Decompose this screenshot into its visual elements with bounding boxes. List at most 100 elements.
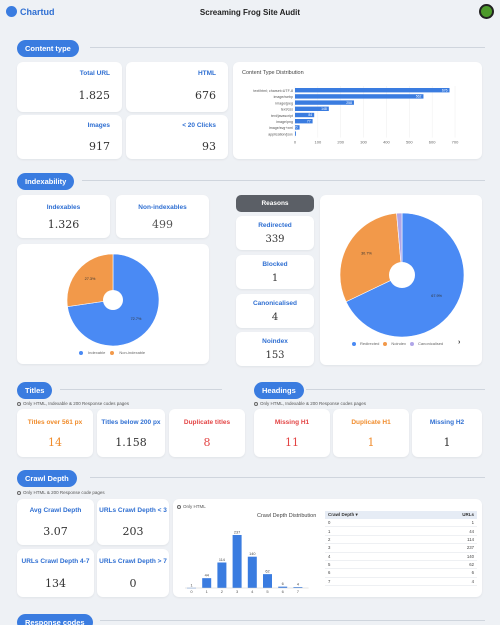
section-indexability: Indexability xyxy=(17,173,75,190)
metric-avg-crawl-depth: Avg Crawl Depth 3.07 xyxy=(17,499,94,545)
tick-label: 5 xyxy=(266,589,269,594)
content-type-chart-card: Content Type Distribution 0 100 200 300 400 5… xyxy=(233,62,482,159)
indexability-pie-card: 72.7% 27.3% Indexable Non-indexable xyxy=(17,244,209,364)
section-response-codes: Response codes xyxy=(17,614,93,625)
section-content-type: Content type xyxy=(17,40,79,57)
category-label: image/png xyxy=(276,120,293,124)
metric-value: 1.326 xyxy=(47,218,80,231)
table-header: Crawl Depth ▾ URLs xyxy=(325,511,477,519)
metric-value: 1 xyxy=(443,436,451,449)
section-crawl-depth: Crawl Depth xyxy=(17,470,77,487)
metric-label: Redirected xyxy=(258,222,292,229)
divider xyxy=(306,389,485,390)
legend-item: Indexable xyxy=(88,350,106,355)
metric-label: URLs Crawl Depth < 3 xyxy=(99,507,167,514)
bar xyxy=(295,131,296,136)
table-row: 2 114 xyxy=(325,536,477,545)
bar xyxy=(295,106,329,111)
pie-legend: Redirected Noindex Canonicalised xyxy=(352,341,443,346)
crawl-depth-chart-card: Only HTML Crawl Depth Distribution 1 0 44 1… xyxy=(173,499,482,597)
metric-label: Duplicate titles xyxy=(183,419,231,426)
metric-label: Images xyxy=(87,122,110,129)
table-cell-urls: 237 xyxy=(466,545,474,551)
chart-note: Only HTML xyxy=(177,504,206,509)
metric-label: Blocked xyxy=(262,261,288,268)
data-label: 62 xyxy=(265,570,269,574)
table-cell-depth: 0 xyxy=(328,520,331,526)
bar xyxy=(295,119,313,124)
metric-label: Duplicate H1 xyxy=(351,419,391,426)
bar xyxy=(247,556,257,588)
category-label: text/css xyxy=(281,108,293,112)
section-headings: Headings xyxy=(254,382,304,399)
column-header-urls[interactable]: URLs xyxy=(462,512,474,517)
data-label: 114 xyxy=(219,558,225,562)
table-cell-urls: 6 xyxy=(471,570,474,576)
reasons-pie-card: 67.9% 30.7% Redirected Noindex Canonicali… xyxy=(320,195,482,365)
metric-indexables: Indexables 1.326 xyxy=(17,195,110,238)
metric-value: 153 xyxy=(265,350,285,361)
column-header-crawl-depth[interactable]: Crawl Depth ▾ xyxy=(328,512,358,517)
note-text: Only HTML, Indexable & 200 Response code… xyxy=(23,401,130,406)
pie-slice xyxy=(396,212,403,276)
tick-label: 4 xyxy=(251,589,254,594)
metric-missing-h2: Missing H2 1 xyxy=(412,409,482,457)
metric-label: Total URL xyxy=(79,70,110,77)
reason-redirected: Redirected 339 xyxy=(236,216,314,250)
bar xyxy=(278,586,288,588)
table-row: 5 62 xyxy=(325,561,477,570)
table-cell-depth: 5 xyxy=(328,562,331,568)
titles-note: Only HTML, Indexable & 200 Response code… xyxy=(17,401,129,406)
tick-label: 1 xyxy=(206,589,209,594)
note-text: Only HTML & 200 Response code pages xyxy=(23,490,105,495)
info-icon xyxy=(177,504,181,509)
table-cell-depth: 2 xyxy=(328,536,331,542)
table-cell-urls: 4 xyxy=(471,578,474,584)
table-row: 3 237 xyxy=(325,544,477,553)
table-cell-depth: 7 xyxy=(328,578,331,584)
metric-value: 1.158 xyxy=(115,436,147,449)
data-label: 4 xyxy=(297,583,299,587)
metric-value: 203 xyxy=(122,525,144,538)
legend-item: Noindex xyxy=(391,341,407,346)
tick-label: 100 xyxy=(315,140,322,145)
legend-item: Canonicalised xyxy=(418,341,444,346)
slice-label: 30.7% xyxy=(361,252,372,256)
metric-value: 1 xyxy=(271,273,279,284)
metric-value: 0 xyxy=(129,577,137,590)
crawl-note: Only HTML & 200 Response code pages xyxy=(17,490,105,495)
category-label: application/json xyxy=(268,132,293,136)
metric-value: 1 xyxy=(367,436,375,449)
logo-text: Chartud xyxy=(20,6,55,17)
metric-images: Images 917 xyxy=(17,115,122,159)
logo: Chartud xyxy=(6,6,55,17)
data-label: 140 xyxy=(249,552,255,556)
legend-next-button[interactable]: › xyxy=(458,339,461,346)
frog-icon xyxy=(479,4,494,19)
table-cell-depth: 4 xyxy=(328,553,331,559)
metric-label: Missing H1 xyxy=(274,419,310,426)
reason-canonicalised: Canonicalised 4 xyxy=(236,294,314,328)
content-type-bar-chart: 0 100 200 300 400 500 600 700 text/html; charset… xyxy=(253,86,459,145)
reason-noindex: Noindex 153 xyxy=(236,332,314,366)
table-row: 1 44 xyxy=(325,527,477,536)
metric-label: Missing H2 xyxy=(429,419,465,426)
section-titles: Titles xyxy=(17,382,53,399)
metric-total-url: Total URL 1.825 xyxy=(17,62,122,112)
tick-label: 300 xyxy=(360,140,367,145)
metric-label: URLs Crawl Depth > 7 xyxy=(99,558,167,565)
metric-label: Canonicalised xyxy=(252,300,298,307)
tick-label: 6 xyxy=(282,589,285,594)
slice-label: 67.9% xyxy=(431,294,442,298)
divider xyxy=(90,47,485,48)
bar xyxy=(263,574,272,588)
metric-html: HTML 676 xyxy=(126,62,228,112)
legend-item: Non-indexable xyxy=(119,350,146,355)
metric-label: Non-indexables xyxy=(138,204,187,211)
metric-label: URLs Crawl Depth 4-7 xyxy=(21,558,90,565)
divider xyxy=(82,180,485,181)
table-cell-depth: 3 xyxy=(328,545,331,551)
metric-label: < 20 Clicks xyxy=(182,122,216,129)
slice-label: 72.7% xyxy=(131,317,142,321)
